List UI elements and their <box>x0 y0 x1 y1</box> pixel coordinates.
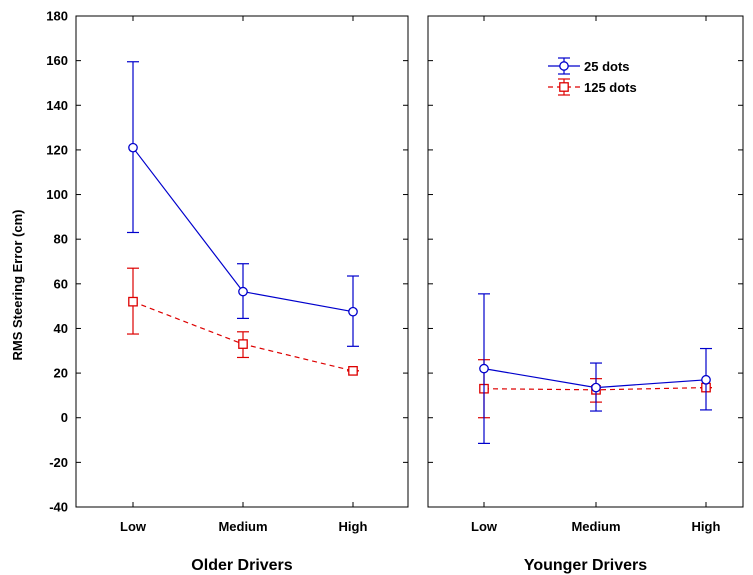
plot-frame <box>427 15 744 508</box>
x-tick-label: Low <box>120 519 147 534</box>
data-point <box>348 306 358 317</box>
legend-marker <box>559 61 569 71</box>
legend: 25 dots 125 dots <box>548 57 637 96</box>
panel-title: Younger Drivers <box>524 557 647 574</box>
panel-1: Low Medium High Younger Drivers <box>427 15 744 574</box>
y-tick-label: 160 <box>46 53 68 68</box>
y-axis-title: RMS Steering Error (cm) <box>10 210 25 361</box>
data-point <box>238 339 248 349</box>
legend-label: 25 dots <box>584 59 630 74</box>
data-point <box>128 296 138 307</box>
y-tick-label: 120 <box>46 142 68 157</box>
x-tick-label: High <box>339 519 368 534</box>
data-point <box>238 286 248 297</box>
panel-0: -40 -20 0 20 40 60 80 100 120 140 160 180 Low Medium H… <box>46 9 409 574</box>
y-tick-label: 60 <box>54 276 68 291</box>
data-point <box>701 374 711 385</box>
series-0 <box>478 293 712 444</box>
legend-item: 125 dots <box>548 78 637 96</box>
x-tick-label: High <box>692 519 721 534</box>
y-tick-label: 140 <box>46 98 68 113</box>
legend-item: 25 dots <box>548 57 630 75</box>
x-tick-label: Medium <box>218 519 267 534</box>
series-1 <box>127 267 359 376</box>
data-point <box>128 142 138 153</box>
y-tick-label: 20 <box>54 366 68 381</box>
y-tick-label: -40 <box>49 500 68 515</box>
y-tick-label: 40 <box>54 321 68 336</box>
panels-group: -40 -20 0 20 40 60 80 100 120 140 160 180 Low Medium H… <box>46 9 744 574</box>
x-tick-label: Low <box>471 519 498 534</box>
data-point <box>479 363 489 374</box>
series-0 <box>127 61 359 347</box>
plot-frame <box>75 15 409 508</box>
legend-marker <box>559 82 569 92</box>
y-tick-label: 180 <box>46 9 68 24</box>
y-tick-label: 100 <box>46 187 68 202</box>
data-point <box>348 366 358 376</box>
y-tick-label: 80 <box>54 232 68 247</box>
y-tick-label: -20 <box>49 455 68 470</box>
panel-title: Older Drivers <box>191 557 292 574</box>
x-tick-label: Medium <box>571 519 620 534</box>
legend-label: 125 dots <box>584 80 637 95</box>
data-point <box>591 382 601 393</box>
y-tick-label: 0 <box>61 410 68 425</box>
